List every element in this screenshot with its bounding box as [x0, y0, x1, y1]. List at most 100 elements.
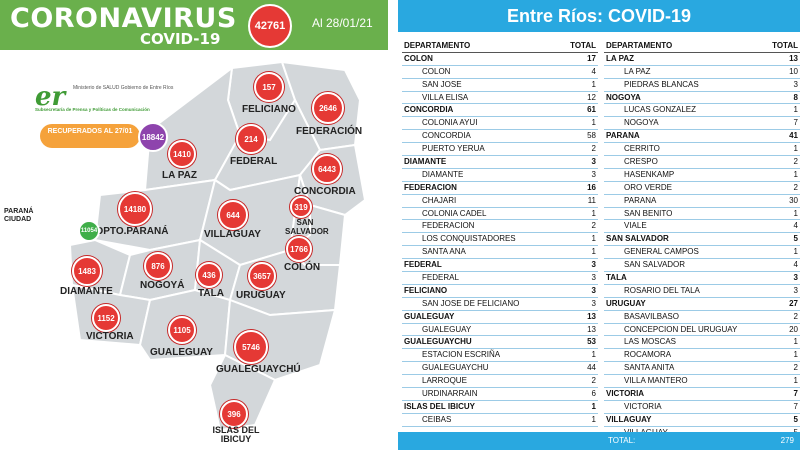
row-total: 16	[587, 182, 596, 192]
infographic-subtitle: COVID-19	[140, 30, 221, 48]
row-name: LA PAZ	[624, 66, 651, 76]
row-total: 7	[793, 401, 798, 411]
row-name: PARANA	[606, 131, 640, 141]
label-feliciano: FELICIANO	[242, 104, 296, 115]
locality-row: BASAVILBASO 2	[604, 311, 800, 324]
ministry-name: Ministerio de SALUD Gobierno de Entre Rí…	[73, 85, 174, 91]
locality-row: GENERAL CAMPOS 1	[604, 246, 800, 260]
row-total: 61	[587, 105, 596, 115]
bubble-diamante: 1483	[72, 256, 102, 286]
row-name: DIAMANTE	[422, 169, 464, 179]
row-name: LARROQUE	[422, 376, 467, 386]
row-name: FEDERAL	[422, 273, 459, 283]
label-ibicuy: ISLAS DEL IBICUY	[212, 425, 260, 444]
label-sansalvador: SAN SALVADOR	[285, 218, 329, 236]
col-header-total: TOTAL	[570, 41, 596, 50]
row-name: SAN BENITO	[624, 208, 673, 218]
locality-row: SAN JOSE 1	[402, 79, 598, 92]
department-row: CONCORDIA 61	[402, 104, 598, 118]
row-name: COLONIA AYUI	[422, 118, 478, 128]
row-name: FELICIANO	[404, 285, 448, 295]
row-total: 3	[793, 79, 798, 89]
col-header-department: DEPARTAMENTO	[606, 41, 673, 50]
row-total: 1	[793, 350, 798, 360]
locality-row: VIALE 4	[604, 220, 800, 234]
label-parana-city: PARANÁ CIUDAD	[4, 208, 34, 223]
locality-row: ESTACION ESCRIÑA 1	[402, 349, 598, 363]
locality-row: ORO VERDE 2	[604, 182, 800, 195]
row-total: 1	[793, 337, 798, 347]
table-header-row: DEPARTAMENTO TOTAL	[402, 40, 598, 53]
department-row: FEDERACION 16	[402, 182, 598, 195]
department-row: GUALEGUAY 13	[402, 311, 598, 324]
row-total: 6	[591, 389, 596, 399]
row-total: 44	[587, 363, 596, 373]
locality-row: CONCORDIA 58	[402, 130, 598, 144]
row-total: 3	[591, 260, 596, 270]
row-name: NOGOYA	[606, 92, 641, 102]
bubble-tala: 436	[196, 262, 222, 288]
locality-row: VILLA MANTERO 1	[604, 375, 800, 389]
row-total: 41	[789, 131, 798, 141]
row-total: 13	[587, 311, 596, 321]
row-name: VICTORIA	[624, 401, 662, 411]
grand-total-value: 279	[780, 436, 794, 445]
locality-row: FEDERAL 3	[402, 272, 598, 285]
row-name: NOGOYA	[624, 118, 659, 128]
row-name: GUALEGUAY	[422, 324, 472, 334]
bubble-gualeguaychu: 5746	[234, 330, 268, 364]
row-name: GUALEGUAYCHU	[404, 337, 472, 347]
bubble-feliciano: 157	[254, 72, 284, 102]
bubble-ibicuy: 396	[220, 400, 248, 428]
locality-row: SAN BENITO 1	[604, 208, 800, 221]
row-name: LAS MOSCAS	[624, 337, 677, 347]
infographic-right-panel: Entre Ríos: COVID-19 DEPARTAMENTO TOTAL …	[398, 0, 800, 450]
locality-row: LUCAS GONZALEZ 1	[604, 104, 800, 118]
map-region-parana	[93, 178, 217, 252]
bubble-lapaz: 1410	[168, 140, 196, 168]
row-total: 11	[587, 195, 596, 205]
label-nogoya: NOGOYÁ	[140, 280, 185, 291]
locality-row: COLON 4	[402, 66, 598, 79]
locality-row: GUALEGUAY 13	[402, 324, 598, 337]
locality-row: COLONIA CADEL 1	[402, 208, 598, 221]
locality-row: SANTA ANITA 2	[604, 362, 800, 376]
bubble-victoria: 1152	[92, 304, 120, 332]
table-header-row: DEPARTAMENTO TOTAL	[604, 40, 800, 53]
row-name: VICTORIA	[606, 389, 645, 399]
locality-row: CHAJARI 11	[402, 195, 598, 208]
row-total: 2	[591, 376, 596, 386]
bubble-colon: 1766	[286, 236, 312, 262]
department-row: PARANA 41	[604, 130, 800, 144]
row-name: FEDERACION	[404, 182, 457, 192]
bubble-villaguay: 644	[218, 200, 248, 230]
row-name: GUALEGUAYCHU	[422, 363, 489, 373]
row-total: 3	[591, 285, 596, 295]
locality-row: LARROQUE 2	[402, 375, 598, 389]
row-name: ESTACION ESCRIÑA	[422, 350, 501, 360]
row-total: 1	[591, 79, 596, 89]
col-header-department: DEPARTAMENTO	[404, 41, 471, 50]
row-total: 3	[591, 157, 596, 167]
row-name: URDINARRAIN	[422, 389, 478, 399]
row-total: 3	[591, 273, 596, 283]
row-total: 1	[591, 247, 596, 257]
row-total: 1	[591, 414, 596, 424]
bubble-parana-city: 11054	[78, 220, 100, 242]
row-total: 20	[789, 324, 798, 334]
row-name: SANTA ANITA	[624, 363, 675, 373]
row-name: CRESPO	[624, 157, 658, 167]
locality-row: ROSARIO DEL TALA 3	[604, 285, 800, 298]
row-total: 7	[793, 389, 798, 399]
departments-table-left: DEPARTAMENTO TOTAL COLON 17 COLON 4 SAN JOSE…	[402, 40, 598, 427]
row-name: URUGUAY	[606, 298, 646, 308]
infographic-header: CORONAVIRUS COVID-19 42761 Al 28/01/21	[0, 0, 388, 50]
department-row: COLON 17	[402, 53, 598, 66]
locality-row: GUALEGUAYCHU 44	[402, 362, 598, 376]
row-total: 53	[587, 337, 596, 347]
locality-row: URDINARRAIN 6	[402, 388, 598, 401]
locality-row: HASENKAMP 1	[604, 169, 800, 182]
label-villaguay: VILLAGUAY	[204, 229, 261, 240]
report-date: Al 28/01/21	[312, 16, 373, 30]
label-gualeguay: GUALEGUAY	[150, 347, 213, 358]
